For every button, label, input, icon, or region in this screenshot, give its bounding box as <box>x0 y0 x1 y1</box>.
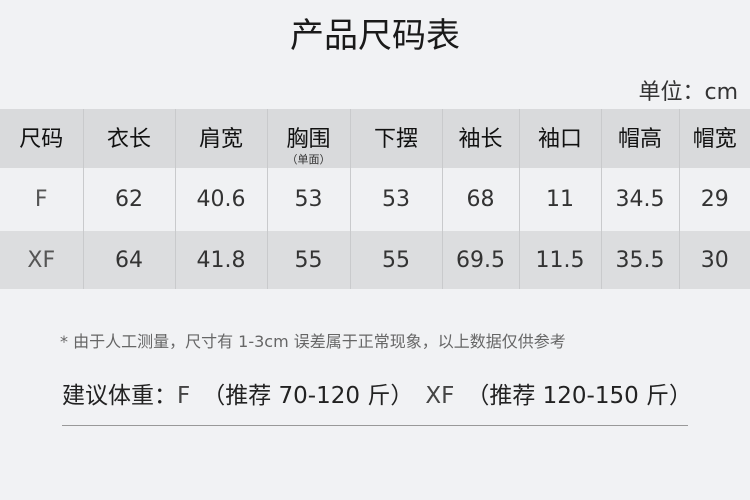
chest-note: （单面） <box>286 153 331 166</box>
cell: 53 <box>267 168 351 231</box>
header-cell: 下摆 <box>350 109 443 168</box>
header-cell: 袖口 <box>519 109 602 168</box>
header-cell: 帽宽 <box>692 127 737 152</box>
cell: 11.5 <box>519 231 602 289</box>
cell: 29 <box>700 187 729 212</box>
cell: 53 <box>350 168 443 231</box>
table-header: 尺码 衣长 肩宽 胸围 （单面） 下摆 袖长 袖口 帽高 帽宽 <box>0 109 750 168</box>
cell: 69.5 <box>442 231 520 289</box>
cell: 40.6 <box>175 168 268 231</box>
size-f: F <box>177 383 191 409</box>
size-table: 尺码 衣长 肩宽 胸围 （单面） 下摆 袖长 袖口 帽高 帽宽 F 62 40.6… <box>0 109 750 289</box>
header-cell: 肩宽 <box>175 109 268 168</box>
cell: 55 <box>267 231 351 289</box>
table-row: XF 64 41.8 55 55 69.5 11.5 35.5 30 <box>0 231 750 289</box>
chest-header: 胸围 <box>286 127 331 152</box>
unit-label: 单位：cm <box>638 80 738 105</box>
divider <box>62 425 688 426</box>
cell: 41.8 <box>175 231 268 289</box>
cell: 30 <box>700 247 729 273</box>
cell: 64 <box>83 231 176 289</box>
cell: 34.5 <box>601 168 680 231</box>
header-cell: 尺码 <box>0 109 84 168</box>
weight-label: 建议体重： <box>62 383 177 409</box>
page-title: 产品尺码表 <box>290 16 460 56</box>
cell: 68 <box>442 168 520 231</box>
cell: 11 <box>519 168 602 231</box>
cell: 55 <box>350 231 443 289</box>
xf-range: （推荐 120-150 斤） <box>466 383 693 409</box>
cell: 62 <box>83 168 176 231</box>
cell: 35.5 <box>601 231 680 289</box>
table-row: F 62 40.6 53 53 68 11 34.5 29 <box>0 168 750 231</box>
header-cell: 袖长 <box>442 109 520 168</box>
header-cell: 帽高 <box>601 109 680 168</box>
measurement-note: * 由于人工测量，尺寸有 1-3cm 误差属于正常现象，以上数据仅供参考 <box>60 332 566 351</box>
size-cell: XF <box>0 231 84 289</box>
header-cell: 衣长 <box>83 109 176 168</box>
f-range: （推荐 70-120 斤） <box>202 383 414 409</box>
weight-recommendation: 建议体重：F （推荐 70-120 斤） XF （推荐 120-150 斤） <box>62 376 692 410</box>
size-xf: XF <box>425 383 455 409</box>
header-cell: 胸围 （单面） <box>267 109 351 168</box>
size-cell: F <box>0 168 84 231</box>
